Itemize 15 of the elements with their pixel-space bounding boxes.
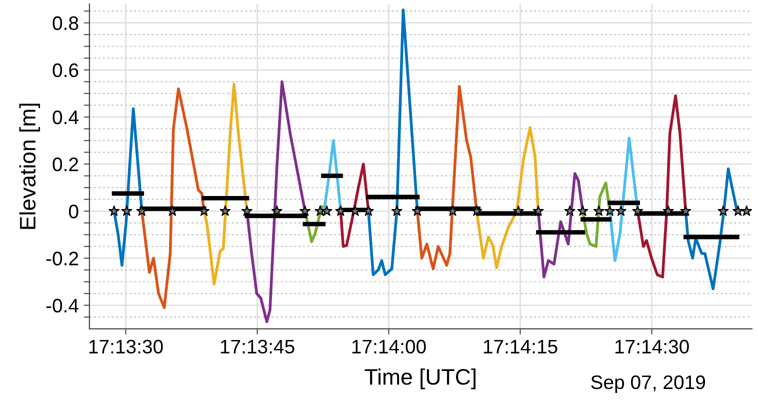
x-tick-label: 17:14:30 — [615, 340, 689, 354]
x-tick-label: 17:14:00 — [352, 340, 426, 354]
y-tick-label: 0.6 — [52, 63, 78, 78]
y-tick-label: 0.2 — [52, 158, 78, 172]
x-tick-label: 17:13:45 — [220, 340, 294, 354]
y-tick-label: -0.4 — [46, 298, 78, 313]
x-tick-label: 17:14:15 — [484, 340, 558, 354]
y-axis-title: Elevation [m] — [19, 104, 40, 229]
text: Sep 07, 2019 — [591, 375, 706, 393]
y-tick-label: 0.4 — [52, 110, 78, 124]
y-tick-label: 0.8 — [52, 16, 78, 30]
y-tick-label: 0 — [68, 204, 78, 218]
y-tick-label: -0.2 — [46, 252, 78, 266]
x-axis-title: Time [UTC] — [364, 368, 476, 390]
x-tick-label: 17:13:30 — [89, 340, 163, 354]
